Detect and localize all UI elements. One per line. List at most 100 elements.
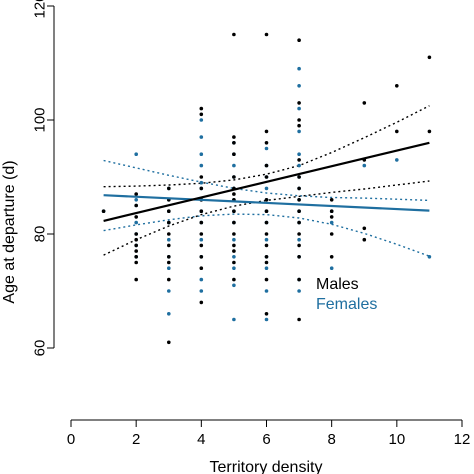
females-point [264,186,269,191]
males-point [297,209,301,213]
males-point [134,260,138,265]
males-point [167,220,171,225]
males-point [232,209,236,213]
males-point [134,215,138,219]
males-point [264,243,269,248]
males-point [427,55,432,60]
axes [53,6,462,421]
males-point [427,129,432,134]
females-point [427,254,432,259]
females-fit-line [103,194,430,212]
males-point [167,340,171,345]
males-ci-upper [103,105,430,188]
females-point [232,283,236,288]
males-point [264,232,269,236]
males-point [264,32,269,37]
males-point [297,198,301,202]
males-point [134,203,138,208]
males-point [199,209,204,213]
fit-lines [103,141,430,222]
females-point [297,84,301,88]
males-point [134,232,138,236]
males-point [297,38,301,42]
males-point [199,232,204,236]
males-point [134,192,138,196]
females-point [297,163,301,168]
x-tick-label: 8 [327,431,335,448]
males-point [199,266,204,271]
females-point [297,237,301,242]
males-point [264,175,269,179]
males-point [297,186,301,191]
females-point [167,289,171,293]
males-point [199,186,204,191]
females-point [297,152,301,156]
males-point [297,175,301,179]
males-point [232,260,236,265]
males-point [232,277,236,282]
females-point [329,220,334,225]
females-point [264,317,269,322]
y-tick-label: 100 [32,107,49,132]
males-point [264,198,269,202]
males-point [362,101,367,105]
confidence-bands [103,105,430,257]
males-point [167,209,171,213]
females-point [199,237,204,242]
females-point [395,158,399,162]
males-point [264,209,269,213]
males-fit-line [103,141,430,222]
males-point [199,254,204,259]
x-tick-label: 2 [132,431,140,448]
males-point [199,300,204,305]
females-point [232,266,236,271]
males-point [395,129,399,134]
males-point [362,237,367,242]
males-point [134,277,138,282]
females-point [329,266,334,271]
males-point [297,101,301,105]
females-point [199,118,204,122]
females-point [232,163,236,168]
females-point [297,106,301,111]
males-point [395,84,399,88]
males-point [232,232,236,236]
x-tick-label: 10 [388,431,405,448]
y-tick-label: 80 [32,226,49,243]
x-tick-label: 6 [262,431,270,448]
females-point [199,163,204,168]
x-tick-label: 0 [67,431,75,448]
males-point [167,254,171,259]
y-axis-title: Age at departure (d) [1,160,18,303]
males-point [199,112,204,117]
males-point [232,243,236,248]
males-point [199,106,204,111]
males-point [232,175,236,179]
females-point [264,266,269,271]
males-point [264,163,269,168]
males-point [362,226,367,231]
females-ci-lower [103,213,430,257]
males-point [134,243,138,248]
males-point [329,198,334,202]
females-point [232,317,236,322]
males-point [134,249,138,253]
x-tick-label: 4 [197,431,205,448]
males-point [297,243,301,248]
males-point [264,277,269,282]
males-point [297,317,301,322]
males-point [297,254,301,259]
males-point [199,243,204,248]
males-point [232,192,236,196]
males-point [167,243,171,248]
males-point [264,220,269,225]
females-point [232,254,236,259]
females-point [264,237,269,242]
males-point [329,254,334,259]
males-point [297,232,301,236]
males-point [232,220,236,225]
males-point [167,277,171,282]
females-point [199,180,204,185]
females-point [297,66,301,71]
females-point [167,266,171,271]
